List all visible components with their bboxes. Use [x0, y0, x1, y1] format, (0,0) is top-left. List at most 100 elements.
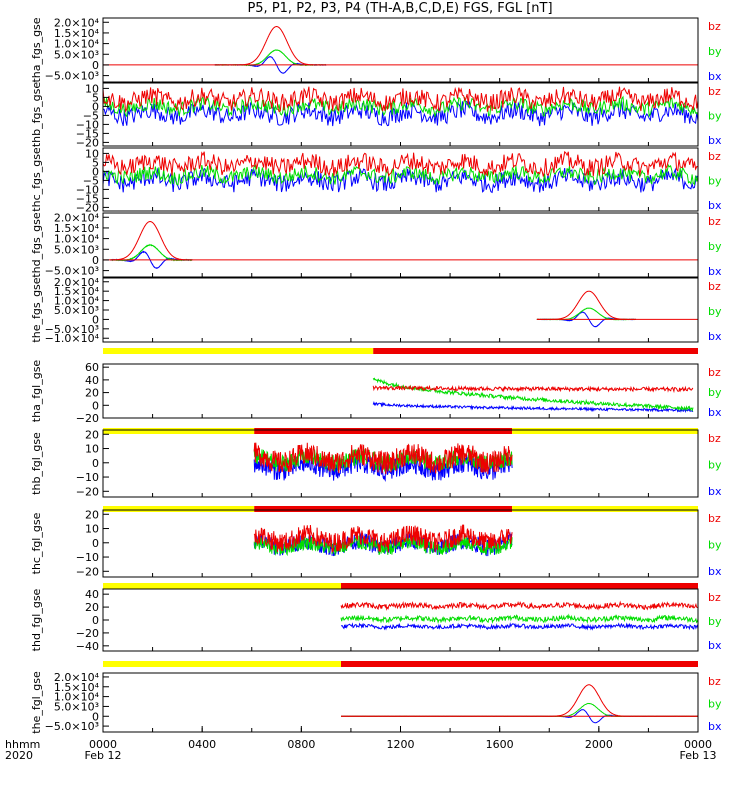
y-tick-label: 0 — [92, 254, 99, 267]
status-bar-yellow2 — [512, 428, 698, 434]
y-tick-label: −20 — [76, 201, 99, 214]
series-bz — [253, 524, 513, 553]
status-bar-yellow — [103, 348, 374, 354]
y-tick-label: 5 — [92, 156, 99, 169]
legend-bx: bx — [708, 406, 722, 419]
y-axis-label-thb_fgs_gse: thb_fgs_gse — [30, 82, 43, 148]
series-bx — [340, 622, 699, 631]
y-tick-label: −15 — [76, 192, 99, 205]
legend-bx: bx — [708, 199, 722, 212]
legend-by: by — [708, 240, 722, 253]
panel-frame — [102, 17, 699, 83]
y-axis-label-tha_fgl_gse: tha_fgl_gse — [30, 360, 43, 423]
y-tick-label: 1.0×10⁴ — [54, 38, 100, 51]
legend-by: by — [708, 45, 722, 58]
series-bz — [110, 221, 193, 261]
y-axis-label-the_fgl_gse: the_fgl_gse — [30, 671, 43, 734]
panel-thb_fgl_gse: 20 100−10−20 thb_fgl_gse bz by bx — [30, 428, 722, 498]
y-axis-label-tha_fgs_gse: tha_fgs_gse — [30, 17, 43, 82]
y-tick-label: 40 — [85, 588, 99, 601]
y-tick-label: 5.0×10³ — [54, 700, 99, 713]
series-by — [372, 377, 694, 412]
y-tick-label: 20 — [85, 428, 99, 441]
legend-bx: bx — [708, 639, 722, 652]
legend-bx: bx — [708, 720, 722, 733]
y-tick-label: −5.0×10³ — [45, 720, 99, 733]
y-tick-label: 1.5×10⁴ — [54, 285, 100, 298]
status-bar-red — [341, 583, 698, 589]
time-tick-label: 0800 — [287, 738, 315, 751]
legend-bz: bz — [708, 215, 721, 228]
series-by — [536, 307, 636, 321]
y-tick-label: 1.5×10⁴ — [54, 27, 100, 40]
series-bz — [536, 290, 636, 320]
panel-the_fgl_gse: 2.0×10⁴1.5×10⁴1.0×10⁴5.0×10³0−5.0×10³the… — [30, 661, 722, 734]
legend-bz: bz — [708, 20, 721, 33]
status-bar-red — [341, 661, 698, 667]
series-bz — [340, 600, 699, 611]
time-tick-label: 2000 — [585, 738, 613, 751]
y-tick-label: −10 — [76, 183, 99, 196]
y-tick-label: −20 — [76, 412, 99, 425]
panel-thd_fgs_gse: 2.0×10⁴1.5×10⁴1.0×10⁴5.0×10³0−5.0×10³thd… — [30, 211, 722, 278]
y-axis-label-thb_fgl_gse: thb_fgl_gse — [30, 432, 43, 495]
legend-by: by — [708, 175, 722, 188]
legend-by: by — [708, 110, 722, 123]
time-tick-label: 0000 — [684, 738, 712, 751]
time-tick-label: 1600 — [486, 738, 514, 751]
legend-bz: bz — [708, 366, 721, 379]
y-tick-label: 0 — [92, 100, 99, 113]
legend-bz: bz — [708, 85, 721, 98]
series-bz — [341, 684, 698, 717]
y-tick-label: 60 — [85, 361, 99, 374]
y-tick-label: −20 — [76, 627, 99, 640]
legend-by: by — [708, 305, 722, 318]
legend-bx: bx — [708, 70, 722, 83]
legend-bx: bx — [708, 565, 722, 578]
legend-bz: bz — [708, 150, 721, 163]
time-tick-label: 1200 — [387, 738, 415, 751]
legend-by: by — [708, 459, 722, 472]
y-tick-label: 5 — [92, 91, 99, 104]
legend-bz: bz — [708, 280, 721, 293]
y-tick-label: 10 — [85, 147, 99, 160]
y-tick-label: −10 — [76, 471, 99, 484]
y-tick-label: 20 — [85, 508, 99, 521]
y-tick-label: 1.0×10⁴ — [54, 295, 100, 308]
y-tick-label: 0 — [92, 399, 99, 412]
series-by — [340, 613, 699, 625]
time-tick-sublabel: Feb 13 — [680, 749, 717, 762]
status-bar-yellow — [103, 428, 255, 434]
y-tick-label: 2.0×10⁴ — [54, 211, 100, 224]
panel-frame — [102, 672, 699, 733]
y-tick-label: 20 — [85, 387, 99, 400]
legend-bx: bx — [708, 330, 722, 343]
y-tick-label: 0 — [92, 614, 99, 627]
legend-by: by — [708, 386, 722, 399]
y-tick-label: −5.0×10³ — [45, 265, 99, 278]
series-bz — [214, 26, 327, 66]
y-axis-label-thc_fgs_gse: thc_fgs_gse — [30, 147, 43, 212]
y-tick-label: 0 — [92, 313, 99, 326]
y-tick-label: 0 — [92, 457, 99, 470]
y-axis-label-thd_fgs_gse: thd_fgs_gse — [30, 212, 43, 278]
legend-bx: bx — [708, 485, 722, 498]
legend-bx: bx — [708, 265, 722, 278]
status-bar-yellow — [103, 506, 255, 512]
time-tick-label: 0000 — [89, 738, 117, 751]
y-tick-label: 0 — [92, 537, 99, 550]
y-tick-label: 10 — [85, 82, 99, 95]
y-tick-label: −10 — [76, 551, 99, 564]
y-tick-label: 10 — [85, 523, 99, 536]
y-tick-label: −5.0×10³ — [45, 70, 99, 83]
legend-by: by — [708, 615, 722, 628]
panel-frame — [102, 212, 699, 278]
panel-tha_fgs_gse: 2.0×10⁴1.5×10⁴1.0×10⁴5.0×10³0−5.0×10³tha… — [30, 16, 722, 83]
y-tick-label: 2.0×10⁴ — [54, 16, 100, 29]
